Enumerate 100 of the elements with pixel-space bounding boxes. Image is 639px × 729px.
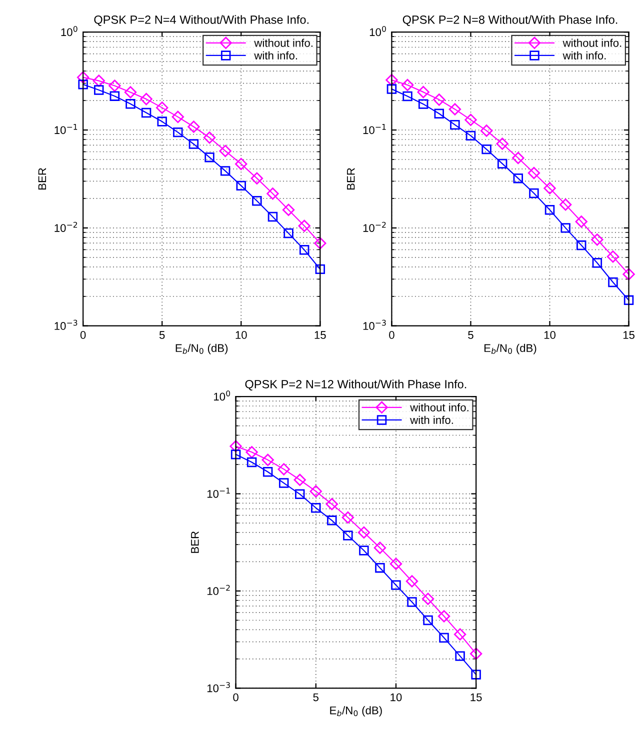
legend-label: with info. <box>562 51 606 60</box>
point <box>529 188 539 198</box>
point <box>375 562 385 573</box>
y-tick-label: 10$^{−1}$ <box>54 124 78 134</box>
point <box>358 526 370 539</box>
legend-label: without info. <box>562 38 622 47</box>
point <box>295 489 305 500</box>
point <box>220 166 230 176</box>
point <box>402 91 412 102</box>
point <box>471 670 481 680</box>
point <box>262 467 273 477</box>
point <box>299 245 310 255</box>
point <box>386 74 398 86</box>
legend-label: without info. <box>254 38 312 47</box>
y-tick-label: 10$^{0}$ <box>214 390 230 401</box>
point <box>466 130 476 141</box>
point <box>497 158 508 169</box>
point <box>418 99 428 109</box>
point <box>157 116 167 126</box>
chart-title: QPSK P=2 N=4 Without/With Phase Info. <box>94 15 308 26</box>
point <box>559 198 572 211</box>
point <box>108 80 121 92</box>
point <box>204 152 214 162</box>
point <box>386 84 397 94</box>
point <box>250 172 264 184</box>
legend-label: with info. <box>410 416 453 424</box>
y-axis-title: BER <box>38 168 46 190</box>
point <box>156 102 168 114</box>
point <box>575 216 588 228</box>
x-tick-label: 15 <box>623 331 634 339</box>
point <box>480 124 493 137</box>
point <box>422 592 434 605</box>
point <box>482 144 492 154</box>
y-tick-label: 10$^{−2}$ <box>54 222 78 232</box>
x-tick-label: 5 <box>159 331 165 339</box>
point <box>246 457 257 468</box>
y-tick-label: 10$^{−1}$ <box>207 488 230 498</box>
point <box>390 558 402 570</box>
point <box>230 440 242 452</box>
y-axis-title: BER <box>191 531 199 553</box>
chart-title: QPSK P=2 N=8 Without/With Phase Info. <box>402 15 618 26</box>
point <box>560 223 570 233</box>
point <box>141 108 152 118</box>
point <box>417 86 430 98</box>
point <box>246 446 258 458</box>
point <box>434 108 444 118</box>
y-axis-title: BER <box>347 168 355 190</box>
point <box>315 264 325 274</box>
y-tick-label: 10$^{−3}$ <box>54 320 78 330</box>
point <box>188 139 199 149</box>
point <box>294 474 306 486</box>
point <box>608 277 618 288</box>
legend-label: without info. <box>410 403 468 412</box>
x-tick-label: 15 <box>470 693 482 702</box>
x-tick-label: 0 <box>389 331 394 339</box>
point <box>76 71 90 84</box>
x-tick-label: 10 <box>236 331 247 339</box>
point <box>624 295 634 306</box>
point <box>606 250 620 263</box>
point <box>78 80 88 90</box>
x-tick-label: 5 <box>468 331 474 339</box>
point <box>126 98 136 109</box>
x-axis-title: E$_{b}$/N$_{0}$ (dB) <box>330 706 382 717</box>
point <box>172 110 184 124</box>
chart-title: QPSK P=2 N=12 Without/With Phase Info. <box>245 380 466 390</box>
x-axis-title: E$_{b}$/N$_{0}$ (dB) <box>484 344 536 354</box>
x-tick-label: 15 <box>314 331 326 339</box>
point <box>310 485 322 498</box>
point <box>327 516 337 526</box>
point <box>203 132 216 144</box>
point <box>284 228 294 238</box>
point <box>592 258 602 268</box>
point <box>544 204 555 215</box>
point <box>496 138 508 150</box>
point <box>423 615 433 626</box>
point <box>278 463 290 476</box>
point <box>470 648 482 660</box>
point <box>252 196 262 206</box>
point <box>513 173 524 184</box>
point <box>450 120 460 130</box>
point <box>401 78 414 92</box>
point <box>374 542 386 554</box>
y-tick-label: 10$^{−3}$ <box>207 682 230 692</box>
point <box>544 182 556 194</box>
point <box>359 546 369 556</box>
point <box>455 651 465 661</box>
y-tick-label: 10$^{−2}$ <box>207 584 230 596</box>
point <box>236 180 246 191</box>
legend-label: with info. <box>254 51 298 60</box>
point <box>576 240 586 250</box>
point <box>433 94 446 106</box>
y-tick-label: 10$^{−2}$ <box>363 222 386 232</box>
point <box>528 166 540 180</box>
point <box>230 450 241 460</box>
point <box>94 85 104 95</box>
x-tick-label: 10 <box>390 693 402 702</box>
y-tick-label: 10$^{0}$ <box>61 26 78 36</box>
point <box>278 478 289 488</box>
point <box>591 234 604 246</box>
point <box>110 91 120 101</box>
